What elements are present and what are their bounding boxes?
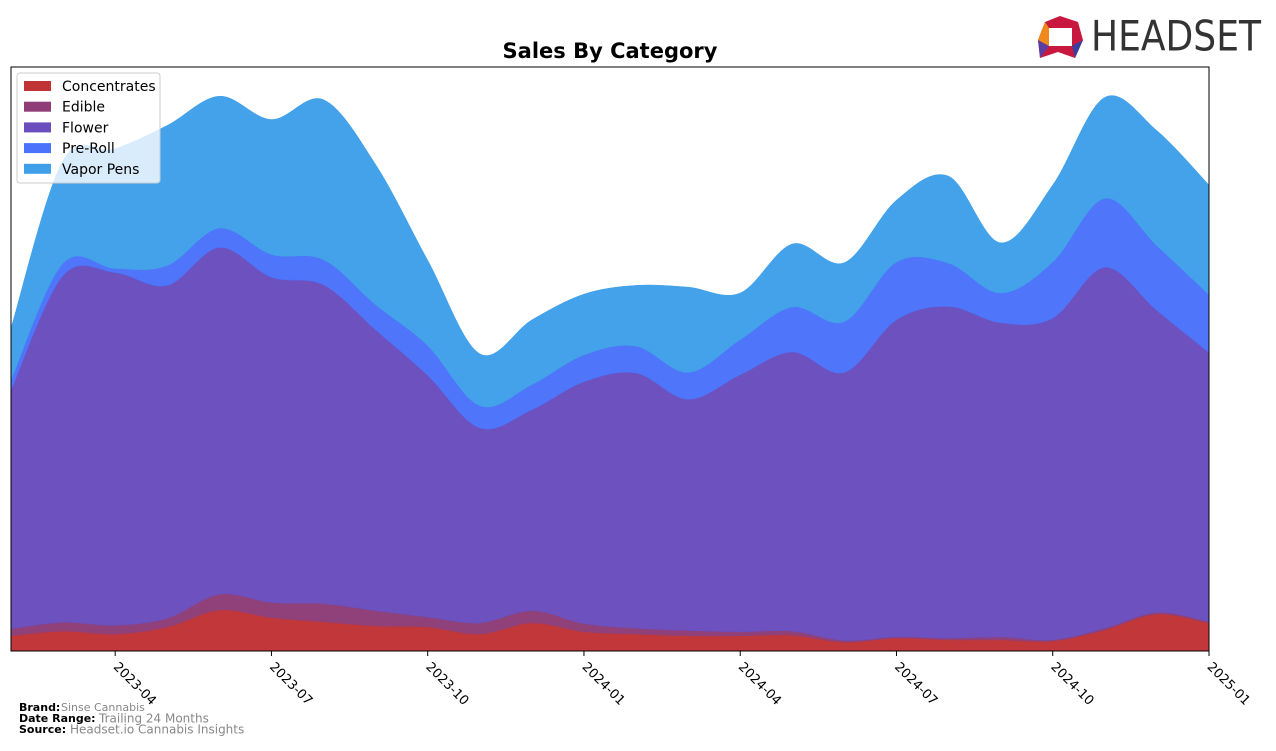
plot-frame <box>10 66 1210 652</box>
logo: HEADSET <box>1038 12 1261 61</box>
logo-icon-part <box>1072 40 1083 58</box>
legend-label: Edible <box>62 100 105 116</box>
footer-label: Source: <box>19 723 66 736</box>
legend-label: Concentrates <box>62 79 156 95</box>
plot-area <box>10 95 1210 652</box>
chart-title: Sales By Category <box>503 39 718 63</box>
logo-icon-hole <box>1049 28 1072 46</box>
legend-swatch <box>24 143 51 154</box>
footer-value: Trailing 24 Months <box>98 712 209 726</box>
footer: Brand: Sinse Cannabis Date Range: Traili… <box>19 701 244 737</box>
x-tick-label: 2024-10 <box>1047 660 1096 709</box>
footer-value: Headset.io Cannabis Insights <box>70 723 244 737</box>
legend-label: Vapor Pens <box>62 162 139 178</box>
legend-swatch <box>24 122 51 133</box>
x-tick-label: 2024-07 <box>891 660 940 709</box>
legend-label: Pre-Roll <box>62 141 115 157</box>
legend-swatch <box>24 163 51 174</box>
legend: Concentrates Edible Flower Pre-Roll Vapor Pe… <box>16 72 161 184</box>
area <box>10 95 1210 408</box>
logo-text: HEADSET <box>1091 12 1261 61</box>
x-tick-label: 2023-10 <box>422 660 471 709</box>
x-tick-label: 2023-07 <box>266 660 315 709</box>
footer-label: Date Range: <box>19 712 96 725</box>
legend-swatch <box>24 81 51 91</box>
legend-box <box>16 72 161 184</box>
footer-value: Sinse Cannabis <box>61 701 145 714</box>
legend-label: Flower <box>62 120 109 136</box>
logo-icon-part <box>1038 22 1049 46</box>
legend-swatch <box>24 101 51 112</box>
x-tick-label: 2024-01 <box>579 660 628 709</box>
x-tick-label: 2024-04 <box>735 660 784 709</box>
footer-label: Brand: <box>19 701 60 714</box>
x-tick-label: 2025-01 <box>1204 660 1253 709</box>
